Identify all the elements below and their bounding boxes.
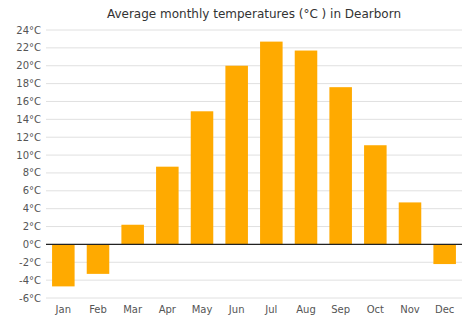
y-tick-label: 16°C	[16, 96, 41, 107]
grid-line	[46, 30, 462, 31]
y-axis: -6°C -4°C -2°C 0°C 2°C 4°C 6°C 8°C 10°C 12°C 14°C 1…	[16, 25, 41, 304]
bar	[329, 87, 352, 244]
grid-line	[46, 65, 462, 66]
y-tick-label: 24°C	[16, 25, 41, 36]
grid-line	[46, 244, 462, 245]
grid-line	[46, 298, 462, 299]
bars	[52, 42, 456, 287]
x-tick-label: May	[192, 304, 213, 315]
y-tick-label: 4°C	[23, 203, 41, 214]
x-tick-label: Apr	[159, 304, 177, 315]
x-tick-label: Dec	[435, 304, 454, 315]
x-tick-label: Mar	[123, 304, 143, 315]
bar	[433, 244, 456, 264]
y-tick-label: 2°C	[23, 221, 41, 232]
grid-line	[46, 47, 462, 48]
bar	[156, 167, 179, 245]
y-tick-label: 8°C	[23, 167, 41, 178]
grid	[46, 30, 462, 298]
grid-line	[46, 155, 462, 156]
bar	[121, 225, 144, 245]
grid-line	[46, 280, 462, 281]
y-tick-label: -6°C	[19, 293, 41, 304]
x-tick-label: Jan	[55, 304, 71, 315]
bar	[364, 145, 387, 244]
grid-line	[46, 190, 462, 191]
y-tick-label: 6°C	[23, 185, 41, 196]
bar	[399, 202, 422, 244]
chart-container: Average monthly temperatures (°C ) in De…	[0, 0, 474, 322]
bar	[295, 51, 318, 245]
y-tick-label: -4°C	[19, 275, 41, 286]
x-tick-label: Jun	[228, 304, 245, 315]
x-tick-label: Feb	[89, 304, 107, 315]
y-tick-label: 14°C	[16, 114, 41, 125]
grid-line	[46, 172, 462, 173]
bar	[191, 111, 214, 244]
x-tick-label: Nov	[400, 304, 420, 315]
bar	[87, 244, 110, 273]
bar	[52, 244, 75, 286]
bar	[225, 66, 248, 245]
grid-line	[46, 137, 462, 138]
x-axis: Jan Feb Mar Apr May Jun Jul Aug Sep Oct Nov Dec	[55, 304, 455, 315]
x-tick-label: Sep	[331, 304, 350, 315]
zero-line	[46, 244, 462, 245]
grid-line	[46, 119, 462, 120]
bar	[260, 42, 283, 245]
x-tick-label: Aug	[296, 304, 316, 315]
y-tick-label: -2°C	[19, 257, 41, 268]
title: Average monthly temperatures (°C ) in De…	[107, 7, 401, 21]
grid-line	[46, 83, 462, 84]
y-tick-label: 22°C	[16, 42, 41, 53]
y-tick-label: 10°C	[16, 150, 41, 161]
y-tick-label: 18°C	[16, 78, 41, 89]
y-tick-label: 12°C	[16, 132, 41, 143]
x-tick-label: Oct	[367, 304, 384, 315]
chart: Average monthly temperatures (°C ) in De…	[0, 0, 474, 322]
y-tick-label: 0°C	[23, 239, 41, 250]
x-tick-label: Jul	[264, 304, 277, 315]
y-tick-label: 20°C	[16, 60, 41, 71]
grid-line	[46, 101, 462, 102]
